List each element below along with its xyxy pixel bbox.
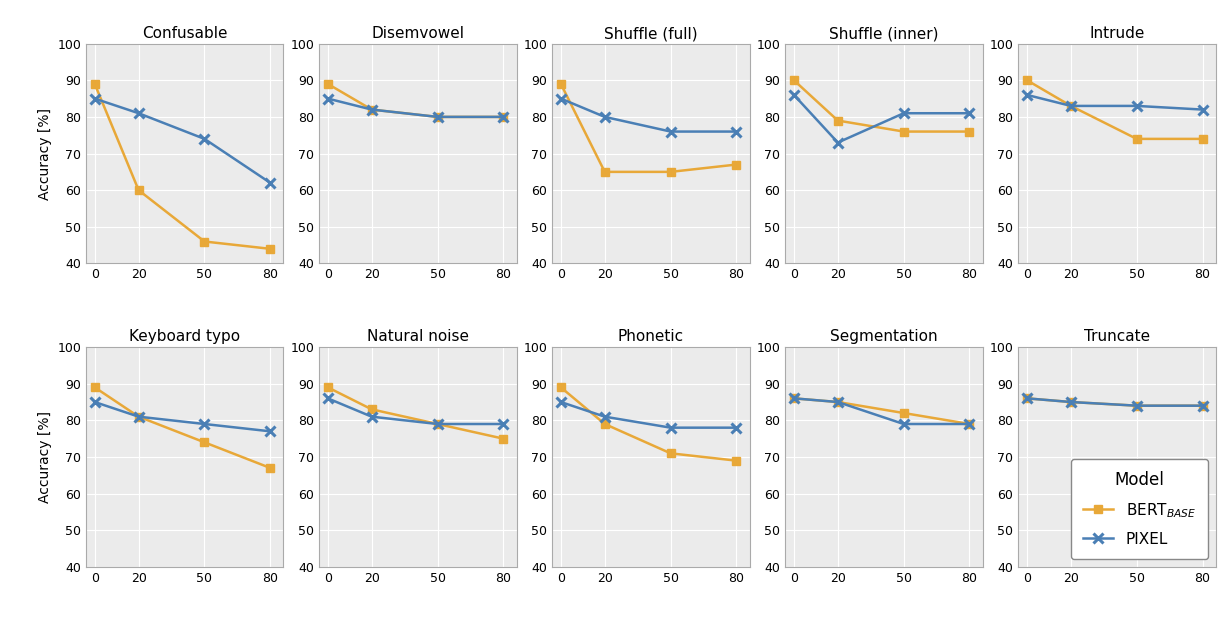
Title: Natural noise: Natural noise xyxy=(367,330,469,345)
Legend: BERT$_{BASE}$, PIXEL: BERT$_{BASE}$, PIXEL xyxy=(1071,459,1208,559)
Title: Shuffle (inner): Shuffle (inner) xyxy=(829,26,938,41)
Title: Shuffle (full): Shuffle (full) xyxy=(604,26,698,41)
Title: Keyboard typo: Keyboard typo xyxy=(129,330,241,345)
Title: Intrude: Intrude xyxy=(1089,26,1144,41)
Title: Disemvowel: Disemvowel xyxy=(371,26,464,41)
Title: Truncate: Truncate xyxy=(1084,330,1151,345)
Title: Phonetic: Phonetic xyxy=(618,330,684,345)
Title: Segmentation: Segmentation xyxy=(830,330,938,345)
Y-axis label: Accuracy [%]: Accuracy [%] xyxy=(38,411,52,503)
Title: Confusable: Confusable xyxy=(142,26,227,41)
Y-axis label: Accuracy [%]: Accuracy [%] xyxy=(38,108,52,199)
